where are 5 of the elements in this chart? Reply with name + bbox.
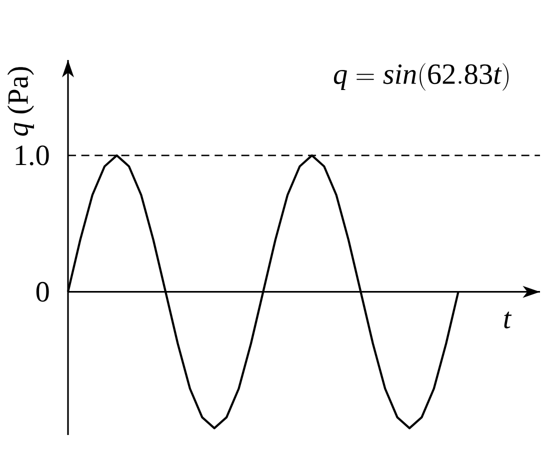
x-axis-title: t [504,312,512,328]
y-tick-label: 0 [36,282,49,302]
y-axis-title: q (Pa) [7,67,34,136]
y-tick-label: 1.0 [16,145,49,166]
annotation: $q = sin(62.83t)$ [334,63,509,91]
